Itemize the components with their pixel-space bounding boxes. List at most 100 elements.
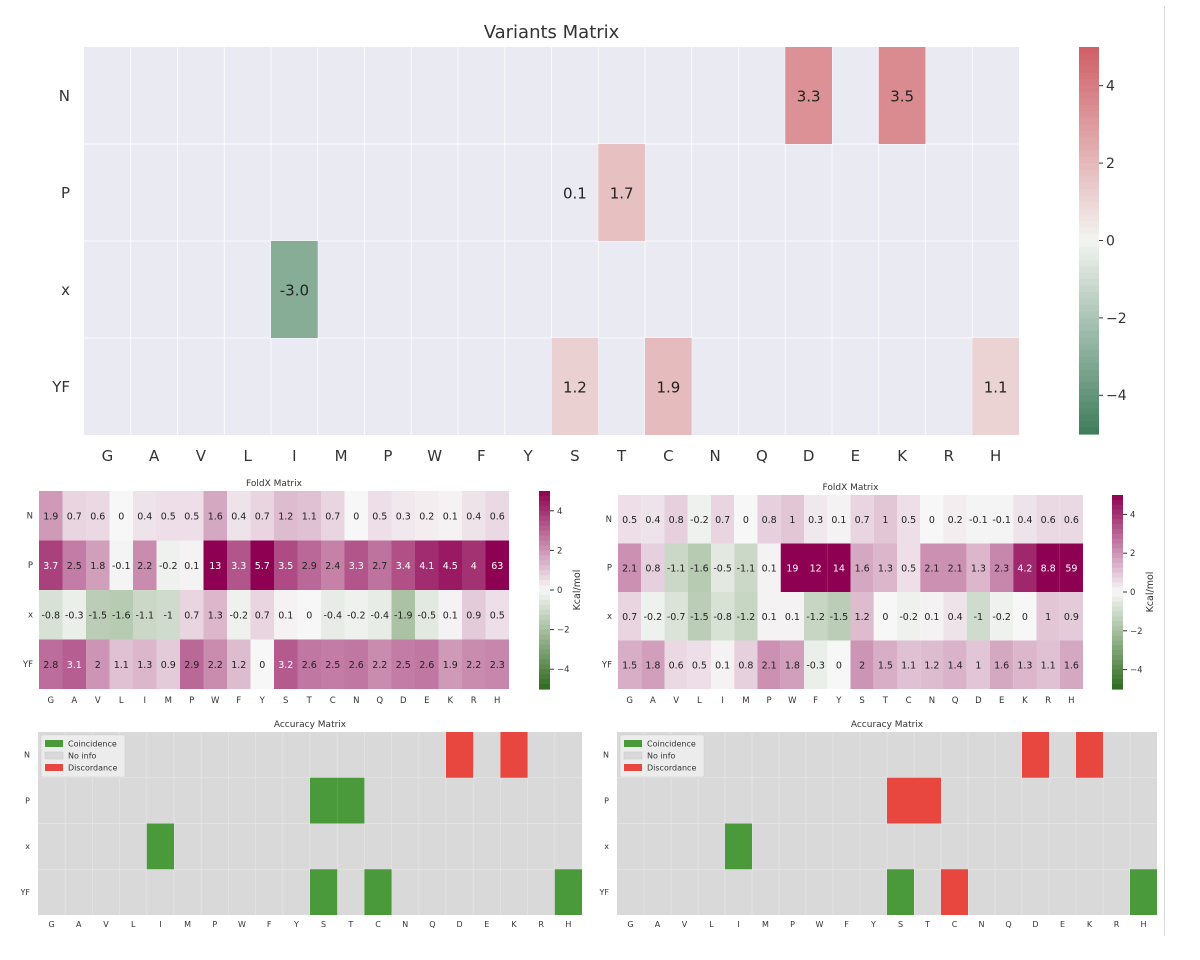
legend-swatch [44, 751, 64, 760]
colorbar-segment [539, 669, 550, 675]
heatmap-cell [1059, 495, 1083, 544]
colorbar-tick-label: 2 [1106, 156, 1115, 172]
cell-label: 2.7 [372, 561, 387, 572]
heatmap-cell [990, 543, 1014, 592]
colorbar-segment [1079, 85, 1099, 93]
heatmap-cell [203, 639, 227, 689]
cell-label: -1 [974, 612, 983, 623]
cell-label: 0.9 [161, 660, 176, 671]
heatmap-cell [321, 540, 345, 590]
heatmap-cell [227, 639, 251, 689]
x-tick-label: F [813, 696, 818, 706]
colorbar-segment [1079, 414, 1099, 422]
heatmap-cell [734, 495, 758, 544]
x-tick-label: C [663, 447, 673, 465]
heatmap-cell [415, 491, 439, 541]
x-tick-label: A [71, 696, 77, 706]
y-tick-label: x [604, 842, 609, 851]
x-tick-label: K [511, 920, 517, 929]
x-tick-label: C [906, 696, 912, 706]
x-tick-label: C [330, 696, 336, 706]
colorbar-segment [1079, 350, 1099, 358]
colorbar-segment [539, 560, 550, 566]
heatmap-cell [368, 491, 392, 541]
heatmap-cell [180, 590, 204, 640]
colorbar-segment [539, 530, 550, 537]
cell-label: 0.7 [184, 610, 199, 621]
cell-label: -0.1 [992, 515, 1011, 526]
heatmap-cell [687, 640, 711, 689]
heatmap-cell [271, 241, 318, 338]
colorbar-segment [1079, 427, 1099, 435]
cell-label: 1.8 [90, 561, 105, 572]
x-tick-label: M [335, 447, 348, 465]
heatmap-cell [887, 869, 914, 915]
cell-label: -0.3 [65, 610, 84, 621]
cell-label: 0 [259, 660, 265, 671]
colorbar-segment [1112, 562, 1123, 569]
cell-label: 1.3 [878, 563, 893, 574]
heatmap-cell [990, 592, 1014, 641]
heatmap-cell [368, 639, 392, 689]
colorbar-segment [539, 525, 550, 532]
colorbar-segment [1079, 150, 1099, 158]
cell-label: 1 [882, 515, 888, 526]
colorbar-segment [1112, 650, 1123, 656]
heatmap-cell [180, 540, 204, 590]
colorbar-segment [1112, 543, 1123, 549]
cell-label: 0.2 [419, 511, 434, 522]
heatmap-cell [804, 543, 828, 592]
colorbar-segment [1079, 156, 1099, 164]
y-tick-label: P [604, 796, 609, 805]
colorbar-segment [539, 609, 550, 616]
cell-label: 0.2 [948, 515, 963, 526]
cell-label: 1.3 [137, 660, 152, 671]
colorbar-segment [1112, 674, 1123, 680]
heatmap-cell [687, 543, 711, 592]
colorbar-segment [1112, 679, 1123, 685]
cell-label: 0.9 [1064, 612, 1079, 623]
colorbar-segment [539, 505, 550, 512]
x-tick-label: A [149, 447, 160, 465]
cell-label: -1.6 [690, 563, 709, 574]
colorbar-segment [1079, 188, 1099, 196]
colorbar-segment [539, 629, 550, 636]
x-tick-label: Y [293, 920, 299, 929]
heatmap-cell [920, 495, 944, 544]
heatmap-cell [462, 639, 486, 689]
x-tick-label: I [292, 447, 296, 465]
colorbar-segment [1079, 369, 1099, 377]
x-tick-label: D [1032, 920, 1038, 929]
heatmap-cell [86, 590, 110, 640]
cell-label: 1.1 [302, 511, 317, 522]
heatmap-cell [438, 491, 462, 541]
colorbar-segment [539, 684, 550, 690]
heatmap-cell [133, 491, 157, 541]
cell-label: -0.2 [347, 610, 366, 621]
colorbar-segment [1079, 388, 1099, 396]
heatmap-cell [500, 732, 528, 778]
x-tick-label: I [143, 696, 146, 706]
cell-label: 0.4 [231, 511, 246, 522]
colorbar-tick-label: 2 [1130, 549, 1135, 559]
heatmap-cell [86, 540, 110, 590]
x-tick-label: G [626, 696, 633, 706]
colorbar-segment [539, 590, 550, 596]
colorbar-segment [1079, 266, 1099, 274]
colorbar-segment [1079, 395, 1099, 403]
cell-label: 2.3 [490, 660, 505, 671]
heatmap-cell [780, 543, 804, 592]
colorbar-segment [1112, 664, 1123, 671]
cell-label: 0.1 [831, 515, 846, 526]
cell-label: 0.1 [762, 563, 777, 574]
heatmap-cell [990, 640, 1014, 689]
x-tick-label: V [682, 920, 688, 929]
x-tick-label: P [383, 447, 392, 465]
x-tick-label: H [494, 696, 500, 706]
cell-label: 0.5 [901, 563, 916, 574]
cell-label: 0.4 [1017, 515, 1032, 526]
heatmap-cell [438, 590, 462, 640]
x-tick-label: Y [870, 920, 876, 929]
cell-label: 5.7 [255, 561, 270, 572]
colorbar-segment [1112, 509, 1123, 515]
